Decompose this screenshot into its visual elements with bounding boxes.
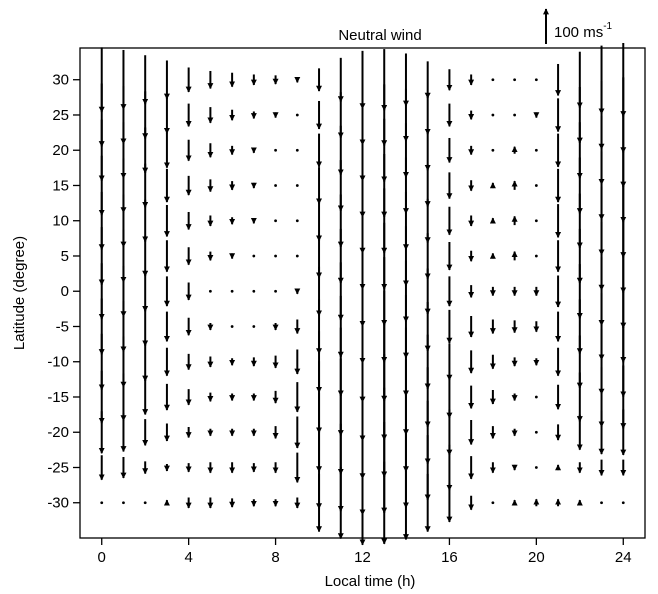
wind-vector [252, 325, 256, 328]
wind-vector [534, 430, 538, 434]
wind-vector [491, 113, 495, 117]
wind-vector [230, 325, 234, 328]
wind-vector [295, 219, 299, 223]
y-tick-label: -25 [47, 459, 69, 476]
wind-vector [491, 501, 495, 505]
wind-vector [274, 148, 277, 152]
chart-title: Neutral wind [338, 27, 421, 44]
wind-vector [295, 184, 299, 187]
wind-vector [534, 219, 538, 223]
wind-vector [274, 184, 277, 187]
wind-vector [513, 78, 517, 82]
wind-vector [295, 113, 299, 117]
wind-vector [274, 254, 277, 258]
x-tick-label: 20 [528, 549, 545, 566]
wind-vector [534, 148, 538, 152]
wind-vector [122, 501, 125, 505]
wind-vector [252, 254, 256, 258]
y-tick-label: 0 [61, 283, 69, 300]
wind-vector [274, 219, 277, 223]
y-axis-label: Latitude (degree) [11, 236, 28, 350]
y-tick-label: -30 [47, 495, 69, 512]
x-tick-label: 16 [441, 549, 458, 566]
x-tick-label: 0 [98, 549, 106, 566]
y-tick-label: 5 [61, 248, 69, 265]
y-tick-label: 10 [52, 213, 69, 230]
x-tick-label: 8 [271, 549, 279, 566]
reference-vector-label: 100 ms-1 [554, 21, 613, 41]
wind-vector [600, 501, 603, 505]
wind-vectors [98, 42, 627, 546]
wind-vector [534, 254, 538, 258]
y-tick-label: -10 [47, 354, 69, 371]
wind-vector [534, 466, 538, 469]
x-axis-label: Local time (h) [325, 573, 416, 590]
y-axis: 30 25 20 15 10 5 0 -5 -10 -15 -20 -25 -30 [47, 72, 80, 512]
x-tick-label: 24 [615, 549, 632, 566]
x-tick-label: 12 [354, 549, 371, 566]
y-tick-label: -5 [56, 318, 69, 335]
wind-vector [534, 78, 538, 82]
wind-vector [208, 289, 212, 293]
wind-vector [534, 395, 538, 399]
wind-vector [513, 113, 517, 117]
y-tick-label: 20 [52, 142, 69, 159]
wind-vector [491, 78, 495, 82]
wind-vector [252, 289, 256, 293]
y-tick-label: 15 [52, 177, 69, 194]
x-axis: 0 4 8 12 16 20 24 [98, 538, 632, 566]
x-tick-label: 4 [184, 549, 192, 566]
y-tick-label: -20 [47, 424, 69, 441]
wind-vector [274, 289, 277, 293]
wind-vector [295, 254, 299, 258]
wind-vector [230, 289, 234, 293]
y-tick-label: -15 [47, 389, 69, 406]
y-tick-label: 25 [52, 107, 69, 124]
wind-vector [534, 184, 538, 187]
y-tick-label: 30 [52, 72, 69, 89]
wind-vector [295, 148, 299, 152]
wind-vector [491, 148, 495, 152]
reference-vector: 100 ms-1 [543, 8, 613, 44]
wind-vector [100, 501, 104, 505]
wind-vector [143, 501, 147, 505]
wind-vector [621, 501, 625, 505]
